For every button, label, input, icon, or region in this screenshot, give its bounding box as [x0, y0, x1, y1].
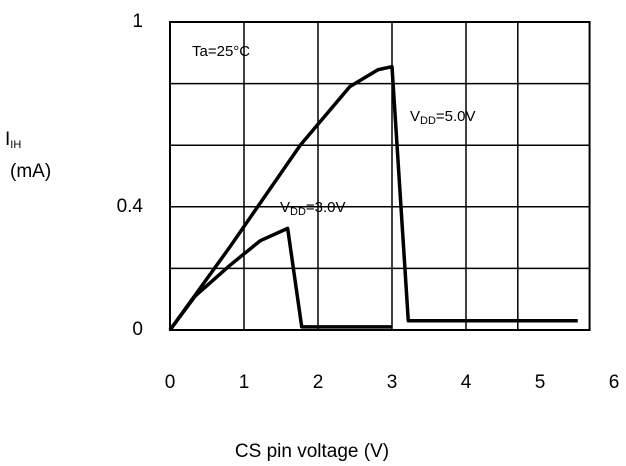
plot-frame	[169, 21, 591, 331]
y-tick-label: 0.4	[117, 196, 144, 217]
x-tick-label: 5	[535, 372, 546, 393]
y-label-sub: IH	[10, 139, 21, 151]
series-label: VDD=3.0V	[280, 199, 346, 218]
x-tick-label: 4	[461, 372, 472, 393]
x-tick-label: 1	[239, 372, 250, 393]
series-label: VDD=5.0V	[410, 108, 476, 127]
y-label-main: I	[5, 129, 10, 150]
data-line	[168, 226, 392, 332]
x-axis-label: CS pin voltage (V)	[235, 441, 389, 462]
label-main: V	[410, 108, 420, 125]
y-tick-label: 0	[132, 319, 143, 340]
data-line	[168, 64, 578, 332]
x-tick-label: 3	[387, 372, 398, 393]
label-sub: DD	[290, 206, 306, 218]
y-tick-label: 1	[132, 11, 143, 32]
y-axis-label: IIH	[5, 129, 21, 151]
y-axis-unit: (mA)	[10, 161, 51, 182]
label-main: V	[280, 199, 290, 216]
x-tick-label: 6	[609, 372, 620, 393]
x-tick-label: 2	[313, 372, 324, 393]
label-rest: =5.0V	[436, 108, 476, 125]
annotation: Ta=25°C	[192, 43, 250, 60]
label-rest: =3.0V	[306, 199, 346, 216]
label-sub: DD	[420, 115, 436, 127]
x-tick-label: 0	[165, 372, 176, 393]
